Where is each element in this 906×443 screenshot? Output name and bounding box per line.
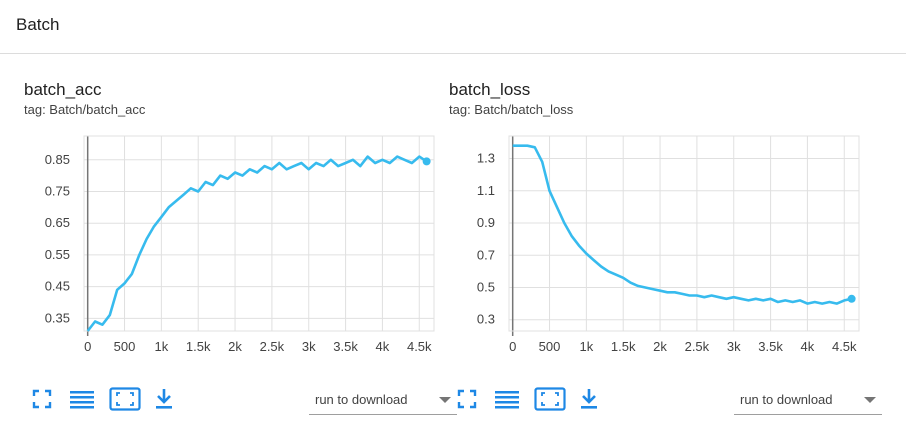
download-button[interactable]: [150, 385, 178, 413]
series-line: [86, 155, 428, 332]
download-icon: [581, 389, 597, 409]
toggle-log-scale-icon: [495, 391, 519, 409]
plot-frame: [508, 135, 860, 332]
x-tick-label: 4k: [801, 339, 815, 354]
run-select-label: run to download: [315, 392, 408, 407]
y-tick-label: 0.65: [45, 215, 70, 230]
toggle-log-scale-button[interactable]: [493, 385, 521, 413]
x-tick-label: 2k: [228, 339, 242, 354]
x-tick-label: 2k: [653, 339, 667, 354]
scalar-card-batch-acc: batch_acc tag: Batch/batch_acc 0 500 1k 1.5…: [24, 80, 464, 430]
x-tick-label: 500: [539, 339, 561, 354]
x-tick-label: 3.5k: [758, 339, 783, 354]
x-tick-label: 1.5k: [611, 339, 636, 354]
x-tick-label: 2.5k: [260, 339, 285, 354]
card-tag: tag: Batch/batch_loss: [449, 102, 574, 117]
y-tick-label: 0.9: [477, 215, 495, 230]
x-tick-label: 3k: [302, 339, 316, 354]
card-tag: tag: Batch/batch_acc: [24, 102, 146, 117]
group-title: Batch: [16, 15, 60, 34]
x-tick-label: 1k: [580, 339, 594, 354]
y-tick-label: 0.3: [477, 312, 495, 327]
fullscreen-icon: [32, 389, 52, 409]
fullscreen-button[interactable]: [453, 385, 481, 413]
card-toolbar: run to download: [449, 385, 889, 415]
card-toolbar: run to download: [24, 385, 464, 415]
y-tick-label: 0.75: [45, 183, 70, 198]
toggle-log-scale-button[interactable]: [68, 385, 96, 413]
download-button[interactable]: [575, 385, 603, 413]
y-tick-label: 1.3: [477, 151, 495, 166]
x-tick-label: 2.5k: [685, 339, 710, 354]
x-tick-label: 4k: [376, 339, 390, 354]
fullscreen-button[interactable]: [28, 385, 56, 413]
run-select-label: run to download: [740, 392, 833, 407]
x-tick-label: 0: [84, 339, 91, 354]
scalar-card-batch-loss: batch_loss tag: Batch/batch_loss 0 500 1k 1…: [449, 80, 889, 430]
fullscreen-icon: [457, 389, 477, 409]
fit-domain-button[interactable]: [533, 385, 567, 413]
fit-domain-icon: [109, 387, 141, 411]
x-tick-label: 0: [509, 339, 516, 354]
x-tick-label: 3.5k: [333, 339, 358, 354]
y-tick-label: 0.55: [45, 247, 70, 262]
plot-frame: [83, 135, 435, 332]
card-title: batch_acc: [24, 80, 102, 99]
y-tick-label: 0.5: [477, 279, 495, 294]
series-end-point: [422, 157, 431, 166]
series-line: [512, 144, 852, 305]
run-to-download-select[interactable]: run to download: [734, 389, 882, 415]
y-tick-label: 1.1: [477, 183, 495, 198]
x-tick-label: 1.5k: [186, 339, 211, 354]
x-tick-label: 4.5k: [832, 339, 857, 354]
fit-domain-icon: [534, 387, 566, 411]
download-icon: [156, 389, 172, 409]
x-tick-label: 500: [114, 339, 136, 354]
dropdown-caret-icon: [864, 397, 876, 403]
y-tick-label: 0.85: [45, 152, 70, 167]
chart-batch-loss[interactable]: 0 500 1k 1.5k 2k 2.5k 3k 3.5k 4k 4.5k 0.3 0.5 0.7 0.9…: [449, 125, 869, 365]
group-header: Batch: [0, 0, 906, 54]
run-to-download-select[interactable]: run to download: [309, 389, 457, 415]
chart-batch-acc[interactable]: 0 500 1k 1.5k 2k 2.5k 3k 3.5k 4k 4.5k 0.35 0.45 0.55…: [24, 125, 444, 365]
y-tick-label: 0.35: [45, 310, 70, 325]
y-tick-label: 0.7: [477, 247, 495, 262]
fit-domain-button[interactable]: [108, 385, 142, 413]
card-title: batch_loss: [449, 80, 531, 99]
toggle-log-scale-icon: [70, 391, 94, 409]
y-tick-label: 0.45: [45, 279, 70, 294]
x-tick-label: 4.5k: [407, 339, 432, 354]
x-tick-label: 3k: [727, 339, 741, 354]
series-end-point: [847, 294, 856, 303]
x-tick-label: 1k: [155, 339, 169, 354]
dropdown-caret-icon: [439, 397, 451, 403]
